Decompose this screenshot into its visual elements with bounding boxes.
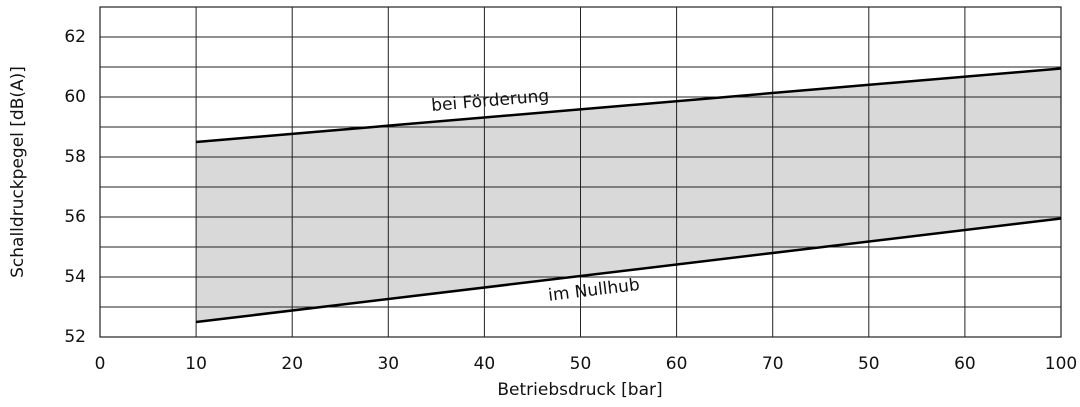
x-tick-label: 60 — [954, 354, 976, 374]
x-tick-label: 40 — [474, 354, 496, 374]
line-annotation: im Nullhub — [547, 275, 641, 306]
band-area — [196, 68, 1062, 322]
x-tick-label: 50 — [858, 354, 880, 374]
line — [195, 67, 1062, 144]
x-tick-label: 10 — [185, 354, 207, 374]
x-axis-label: Betriebsdruck [bar] — [497, 380, 662, 400]
line — [195, 217, 1062, 324]
plot-frame — [99, 6, 1062, 338]
y-axis-label: Schalldruckpegel [dB(A)] — [8, 66, 28, 278]
y-tick-label: 52 — [64, 327, 86, 347]
x-tick-label: 70 — [762, 354, 784, 374]
y-tick-label: 62 — [64, 27, 86, 47]
x-tick-label: 60 — [666, 354, 688, 374]
y-tick-label: 56 — [64, 207, 86, 227]
y-tick-label: 54 — [64, 267, 86, 287]
line-annotation: bei Förderung — [430, 86, 550, 116]
y-tick-label: 60 — [64, 87, 86, 107]
x-tick-label: 100 — [1045, 354, 1077, 374]
x-tick-label: 30 — [377, 354, 399, 374]
y-tick-label: 58 — [64, 147, 86, 167]
x-tick-label: 0 — [95, 354, 106, 374]
x-tick-label: 20 — [281, 354, 303, 374]
x-tick-label: 50 — [570, 354, 592, 374]
